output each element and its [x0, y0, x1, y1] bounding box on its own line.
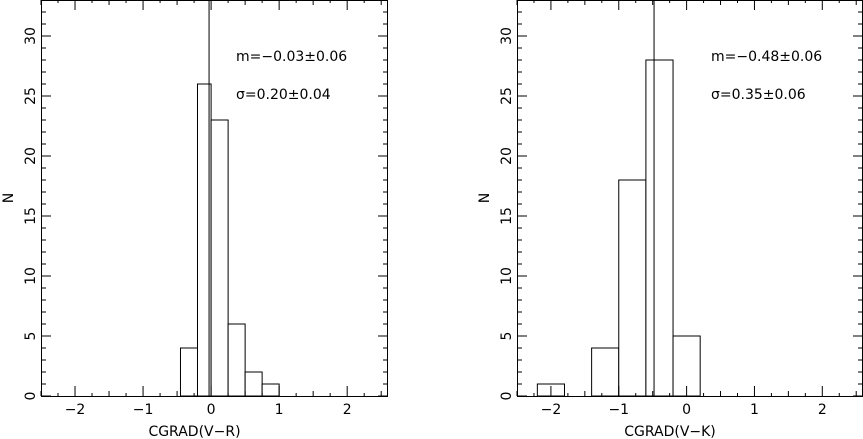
y-tick-label: 5: [499, 332, 515, 341]
stat-annotation: m=−0.48±0.06: [711, 49, 822, 65]
plot-frame: [41, 0, 388, 397]
histogram-panel-vk: −2 −1 0 1 2051015202530CGRAD(V−K)Nm=−0.48±0.…: [477, 0, 863, 439]
x-axis-label: CGRAD(V−R): [148, 424, 240, 439]
histogram-bar: [645, 59, 674, 397]
x-axis-label: CGRAD(V−K): [624, 424, 716, 439]
y-tick-label: 25: [499, 87, 515, 105]
y-tick-label: 30: [23, 27, 39, 45]
y-tick-label: 20: [499, 147, 515, 165]
x-tick-label: −2: [541, 402, 562, 418]
x-tick-label: 1: [275, 402, 284, 418]
y-tick-label: 10: [499, 267, 515, 285]
histogram-panel-vr: −2 −1 0 1 2051015202530CGRAD(V−R)Nm=−0.03±0.…: [1, 0, 388, 439]
y-tick-label: 0: [499, 392, 515, 401]
x-tick-label: −1: [608, 402, 629, 418]
y-tick-label: 25: [23, 87, 39, 105]
histogram-bar: [179, 347, 198, 397]
x-tick-label: 2: [343, 402, 352, 418]
histogram-bar: [261, 383, 280, 397]
stat-annotation: m=−0.03±0.06: [236, 49, 347, 65]
y-tick-label: 30: [499, 27, 515, 45]
histogram-bar: [227, 323, 246, 397]
x-tick-label: 1: [750, 402, 759, 418]
histogram-bar: [210, 119, 229, 397]
y-axis-label: N: [477, 193, 493, 203]
histogram-bar: [618, 179, 647, 397]
y-tick-label: 10: [23, 267, 39, 285]
stat-annotation: σ=0.20±0.04: [236, 87, 331, 103]
y-tick-label: 5: [23, 332, 39, 341]
x-tick-label: −2: [65, 402, 86, 418]
y-axis-label: N: [1, 193, 17, 203]
x-tick-label: −1: [133, 402, 154, 418]
y-tick-label: 15: [499, 207, 515, 225]
y-tick-label: 15: [23, 207, 39, 225]
x-tick-label: 2: [818, 402, 827, 418]
histogram-bar: [244, 371, 263, 397]
y-tick-label: 0: [23, 392, 39, 401]
x-tick-label: 0: [207, 402, 216, 418]
x-tick-label: 0: [682, 402, 691, 418]
y-tick-label: 20: [23, 147, 39, 165]
histogram-bar: [591, 347, 620, 397]
stat-annotation: σ=0.35±0.06: [711, 87, 806, 103]
